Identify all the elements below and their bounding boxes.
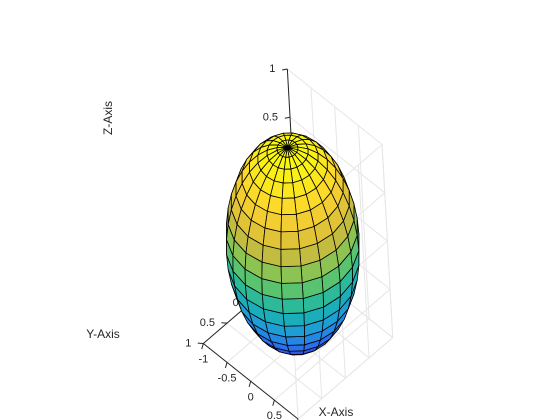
surface-facet-5-12: [286, 344, 305, 352]
surface-facet-13-13: [262, 227, 282, 250]
back-wall-grid-z-3: [289, 116, 386, 194]
surface-facet-12-12: [280, 248, 302, 268]
side-wall-grid-z-0: [297, 337, 394, 420]
surface-facet-10-12: [281, 282, 304, 300]
label-layer: X-Axis Y-Axis Z-Axis: [86, 101, 353, 419]
surface-facet-14-12: [280, 213, 299, 233]
x-axis-label: X-Axis: [319, 405, 354, 419]
surface-facet-11-12: [280, 265, 303, 284]
y-axis-label: Y-Axis: [86, 327, 120, 341]
y-tick-label-2: 0: [233, 297, 239, 309]
y-tick-label-3: 0.5: [200, 317, 215, 329]
z-axis-label: Z-Axis: [101, 101, 115, 135]
surface-facet-7-12: [283, 325, 305, 338]
x-tick-label-1: -0.5: [218, 372, 237, 384]
side-wall-grid-z-1: [295, 288, 391, 372]
z-tick-3: [284, 116, 291, 119]
x-tick-1: [224, 362, 228, 369]
surface-facet-15-12: [281, 197, 297, 216]
z-tick-label-4: 1: [269, 63, 275, 75]
x-tick-2: [248, 381, 252, 387]
surface-facet-8-12: [282, 312, 305, 327]
surface-facet-9-12: [281, 298, 305, 314]
surface-facet-6-12: [285, 335, 305, 346]
surface-facet-16-12: [281, 182, 295, 199]
x-tick-label-2: 0: [248, 391, 254, 403]
surface-facet-17-12: [282, 168, 294, 184]
z-tick-4: [282, 68, 288, 71]
surface-facet-13-12: [280, 230, 301, 250]
back-wall-grid-z-4: [287, 68, 383, 145]
x-tick-3: [272, 399, 275, 406]
y-tick-label-4: 1: [185, 338, 191, 350]
sphere-surface: [226, 132, 360, 356]
x-tick-0: [201, 343, 204, 350]
floor-grid-y-3: [226, 322, 323, 400]
z-tick-label-3: 0.5: [263, 111, 278, 123]
x-tick-label-3: 0.5: [267, 410, 282, 420]
x-tick-label-0: -1: [198, 354, 208, 366]
